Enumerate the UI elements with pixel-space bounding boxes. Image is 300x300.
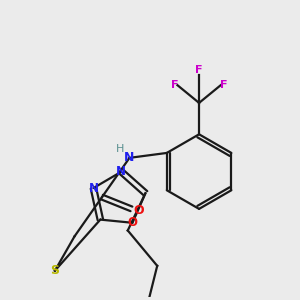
Text: O: O bbox=[128, 216, 137, 229]
Text: N: N bbox=[88, 182, 98, 195]
Text: S: S bbox=[50, 264, 59, 277]
Text: F: F bbox=[220, 80, 227, 90]
Text: H: H bbox=[116, 144, 124, 154]
Text: O: O bbox=[133, 204, 144, 218]
Text: F: F bbox=[171, 80, 178, 90]
Text: N: N bbox=[116, 165, 126, 178]
Text: N: N bbox=[124, 152, 135, 164]
Text: F: F bbox=[195, 64, 203, 74]
